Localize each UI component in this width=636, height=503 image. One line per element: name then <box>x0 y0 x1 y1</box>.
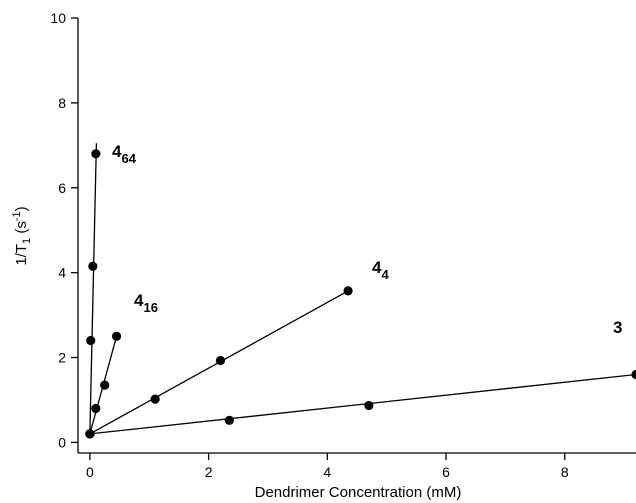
data-point-series-3 <box>224 415 234 425</box>
series-label-4-64: 464 <box>112 142 137 166</box>
series-label-4-4: 44 <box>372 258 389 282</box>
y-tick-label: 0 <box>58 434 66 450</box>
data-point-series-1 <box>100 380 110 390</box>
axes <box>77 18 636 454</box>
x-tick-label: 2 <box>205 464 213 480</box>
x-axis-title: Dendrimer Concentration (mM) <box>255 484 462 501</box>
data-points <box>85 149 636 439</box>
x-tick-label: 8 <box>561 464 569 480</box>
data-point-series-3 <box>364 400 374 411</box>
fit-lines <box>89 143 636 435</box>
data-point-series-2 <box>215 355 226 366</box>
data-point-series-3 <box>631 369 636 380</box>
data-point-series-0 <box>88 261 98 271</box>
data-point-series-0 <box>91 149 101 159</box>
y-tick-label: 4 <box>58 265 66 281</box>
y-tick-label: 10 <box>50 10 66 26</box>
y-tick-label: 6 <box>58 180 66 196</box>
data-point-series-2 <box>343 286 353 296</box>
data-point-series-0 <box>86 335 96 346</box>
fit-line-series-3 <box>89 373 636 435</box>
series-label-4-16: 416 <box>134 291 158 315</box>
data-point-series-2 <box>150 394 160 404</box>
x-tick-label: 0 <box>86 464 94 480</box>
x-tick-label: 4 <box>323 464 331 480</box>
data-point-series-1 <box>91 403 101 414</box>
data-point-series-1 <box>111 331 122 341</box>
fit-line-series-0 <box>89 143 98 434</box>
ticks: 0 2 4 6 8 0 2 4 6 8 10 <box>50 10 568 480</box>
y-tick-label: 8 <box>58 95 66 111</box>
y-tick-label: 2 <box>58 350 66 366</box>
data-point-series-3 <box>85 429 95 439</box>
series-label-3: 3 <box>613 318 622 337</box>
x-tick-label: 6 <box>442 464 450 480</box>
y-axis-title: 1/T1 (s-1) <box>11 206 33 265</box>
